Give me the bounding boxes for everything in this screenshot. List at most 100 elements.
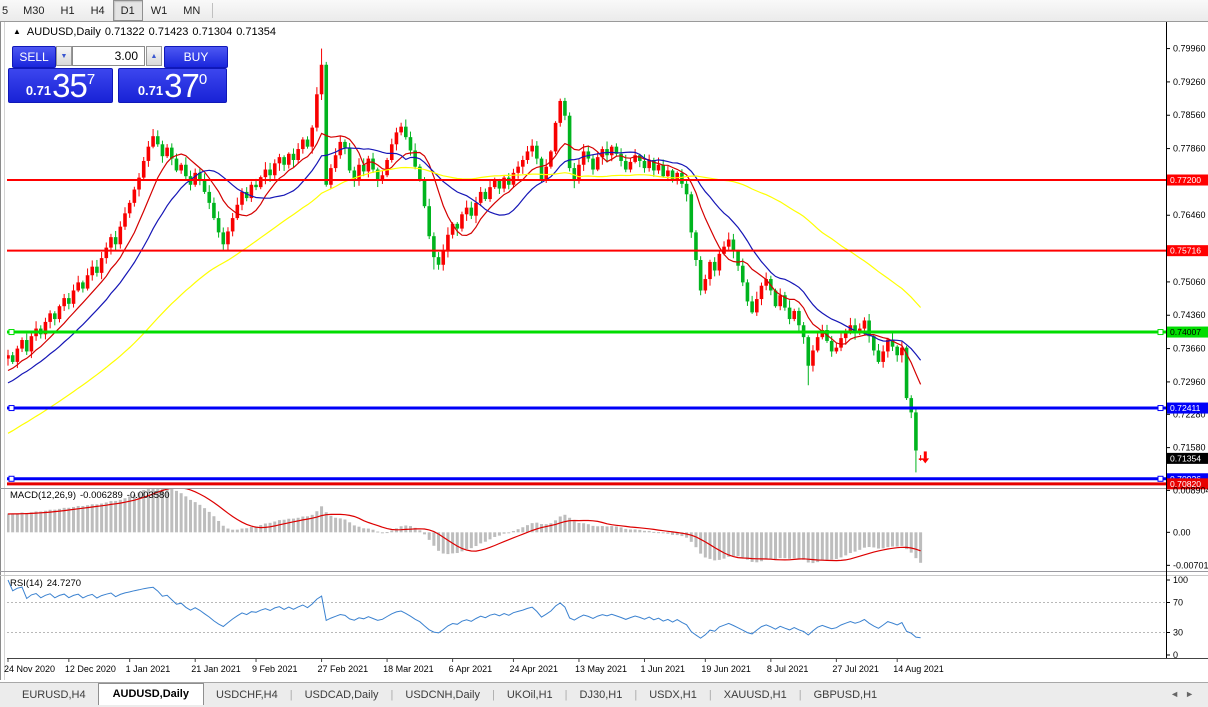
chart-tab-gbpusd-h1[interactable]: GBPUSD,H1 [813, 689, 878, 701]
candle [647, 160, 651, 169]
candle [652, 160, 656, 171]
svg-text:0.72280: 0.72280 [1173, 409, 1206, 419]
candle [235, 204, 240, 219]
candle [427, 206, 431, 237]
chart-tab-usdcad-daily[interactable]: USDCAD,Daily [304, 689, 379, 701]
candle [881, 351, 885, 362]
sell-button[interactable]: SELL [12, 46, 56, 68]
svg-text:13 May 2021: 13 May 2021 [575, 664, 627, 674]
buy-price-display[interactable]: 0.71 37 0 [118, 68, 227, 103]
candle [530, 145, 534, 152]
candle [750, 301, 754, 313]
chart-tab-ukoil-h1[interactable]: UKOil,H1 [506, 689, 553, 701]
candle [146, 146, 151, 161]
chart-tab-audusd-daily[interactable]: AUDUSD,Daily [97, 683, 204, 705]
candle [904, 347, 909, 399]
timeframe-button-d1[interactable]: D1 [112, 0, 143, 21]
price-scale[interactable]: 0.79960 0.79260 0.78560 0.77860 0.76460 0.750… [1166, 44, 1208, 660]
chart-tab-usdcnh-daily[interactable]: USDCNH,Daily [405, 689, 480, 701]
ohlc-open: 0.71322 [104, 26, 145, 38]
ohlc-low: 0.71304 [192, 26, 233, 38]
chart-tab-usdx-h1[interactable]: USDX,H1 [649, 689, 697, 701]
time-scale[interactable]: 24 Nov 2020 12 Dec 2020 1 Jan 2021 21 Jan 2… [4, 658, 944, 674]
svg-text:1 Jan 2021: 1 Jan 2021 [126, 664, 171, 674]
candle [432, 236, 436, 258]
svg-text:24 Apr 2021: 24 Apr 2021 [509, 664, 558, 674]
candle [7, 355, 10, 359]
buy-button[interactable]: BUY [164, 46, 228, 68]
buy-price-big: 37 [164, 67, 200, 104]
hline-handle[interactable] [1157, 475, 1164, 482]
svg-text:0.78560: 0.78560 [1173, 110, 1206, 120]
candle [900, 347, 904, 356]
svg-text:0.75716: 0.75716 [1170, 246, 1201, 256]
chart-tab-dj30-h1[interactable]: DJ30,H1 [579, 689, 623, 701]
candle [731, 239, 736, 252]
candle [483, 191, 488, 200]
candle [15, 348, 20, 362]
candle [497, 180, 502, 189]
svg-text:8 Jul 2021: 8 Jul 2021 [767, 664, 809, 674]
hline-handle[interactable] [1157, 329, 1164, 336]
candle [249, 184, 254, 199]
candle [132, 189, 137, 203]
candle [85, 275, 90, 289]
candle [460, 214, 464, 229]
svg-text:0: 0 [1173, 650, 1178, 660]
candle [469, 207, 474, 216]
svg-text:0.70820: 0.70820 [1170, 479, 1201, 489]
candle [216, 218, 221, 233]
candle [446, 234, 450, 252]
hline-handle[interactable] [1157, 405, 1164, 412]
timeframe-button-w1[interactable]: W1 [150, 4, 168, 17]
candle [155, 136, 160, 145]
chart-tab-bar: EURUSD,H4 AUDUSD,Daily USDCHF,H4 | USDCAD,Da… [0, 682, 1208, 707]
volume-input[interactable]: 3.00 [72, 46, 145, 66]
candle [436, 257, 441, 265]
candle [389, 144, 394, 161]
candle [455, 223, 460, 229]
timeframe-button-h1[interactable]: H1 [60, 4, 75, 17]
chart-canvas[interactable]: 0.79960 0.79260 0.78560 0.77860 0.76460 0.750… [0, 22, 1208, 682]
timeframe-button-mn[interactable]: MN [183, 4, 201, 17]
candle [141, 160, 146, 178]
buy-price-prefix: 0.71 [137, 83, 164, 98]
candle [886, 339, 890, 352]
candle [843, 331, 848, 339]
candle [165, 147, 169, 157]
candle [399, 126, 403, 133]
svg-text:0.76460: 0.76460 [1173, 210, 1206, 220]
svg-text:0.79960: 0.79960 [1173, 44, 1206, 54]
sell-price-big: 35 [52, 67, 88, 104]
chart-tab-xauusd-h1[interactable]: XAUUSD,H1 [723, 689, 787, 701]
candle [708, 261, 712, 280]
candle [404, 126, 408, 138]
volume-decrease-button[interactable]: ▼ [56, 46, 72, 66]
tab-scroll-left-icon[interactable]: ◄ [1170, 689, 1186, 699]
candle [10, 355, 15, 362]
hline-handle[interactable] [8, 329, 15, 336]
candle [549, 151, 553, 167]
ma-line-18 [7, 147, 922, 384]
volume-increase-button[interactable]: ▲ [146, 46, 162, 66]
tab-scroll-right-icon[interactable]: ► [1185, 689, 1200, 699]
timeframe-button-h4[interactable]: H4 [90, 4, 105, 17]
buy-price-sup: 0 [198, 71, 208, 88]
candle [109, 237, 113, 248]
svg-text:-0.00701: -0.00701 [1173, 560, 1208, 570]
macd-signal-line [7, 489, 921, 562]
timeframe-button-5[interactable]: 5 [2, 4, 9, 17]
hline-handle[interactable] [8, 405, 15, 412]
timeframe-button-m30[interactable]: M30 [23, 4, 45, 17]
candle [226, 231, 230, 245]
chart-tab-eurusd-h4[interactable]: EURUSD,H4 [22, 689, 86, 701]
candle [740, 265, 745, 283]
chart-tab-usdchf-h4[interactable]: USDCHF,H4 [215, 689, 278, 701]
collapse-icon[interactable]: ▲ [13, 27, 21, 36]
candle [193, 172, 197, 185]
chevron-down-icon: ▼ [60, 52, 68, 60]
candle [502, 177, 506, 189]
hline-handle[interactable] [8, 475, 15, 482]
sell-price-display[interactable]: 0.71 35 7 [8, 68, 113, 103]
